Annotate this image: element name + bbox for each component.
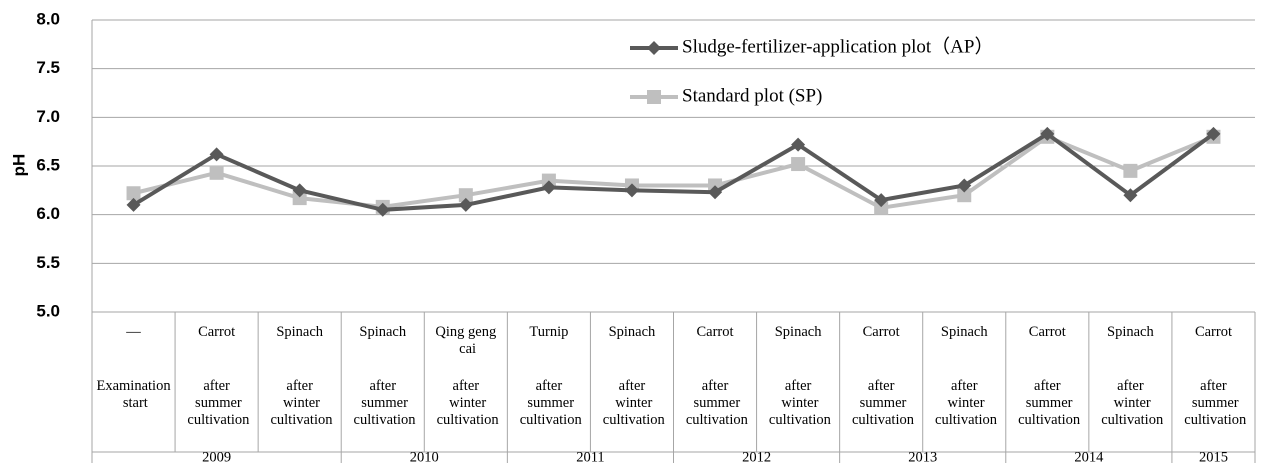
point	[1123, 188, 1138, 203]
year-label: 2010	[410, 449, 439, 463]
stage-label: after summer cultivation	[516, 378, 582, 428]
year-label: 2009	[202, 449, 231, 463]
y-tick-label: 7.5	[36, 58, 60, 77]
x-tick-label: Qing geng cai	[435, 324, 496, 357]
point	[1123, 163, 1138, 178]
x-tick-label: Spinach	[359, 324, 406, 340]
point	[126, 186, 141, 201]
stage-label: after summer cultivation	[350, 378, 416, 428]
stage-label: after winter cultivation	[765, 378, 831, 428]
legend-label: Sludge-fertilizer-application plot（AP）	[682, 35, 993, 57]
x-tick-label: Carrot	[697, 324, 734, 340]
legend-marker	[647, 41, 661, 55]
point	[458, 197, 473, 212]
stage-label: after summer cultivation	[682, 378, 748, 428]
legend-label: Standard plot (SP)	[682, 85, 822, 106]
point	[1206, 126, 1221, 141]
series-line	[132, 131, 1215, 212]
point	[209, 147, 224, 162]
point	[458, 188, 473, 203]
point	[1040, 126, 1055, 141]
point	[375, 202, 390, 217]
stage-label: after winter cultivation	[433, 378, 499, 428]
point	[708, 185, 723, 200]
x-tick-label: Carrot	[863, 324, 900, 340]
point	[791, 157, 806, 172]
x-tick-label: Spinach	[941, 324, 988, 340]
point	[957, 188, 972, 203]
stage-label: after summer cultivation	[1015, 378, 1081, 428]
stage-label: after winter cultivation	[931, 378, 997, 428]
x-tick-label: Carrot	[198, 324, 235, 340]
point	[126, 197, 141, 212]
x-tick-label: Carrot	[1029, 324, 1066, 340]
year-label: 2014	[1074, 449, 1104, 463]
y-tick-label: 8.0	[36, 9, 60, 28]
y-axis-label: pH	[9, 154, 28, 177]
stage-label: after winter cultivation	[599, 378, 665, 428]
x-tick-label: Spinach	[276, 324, 323, 340]
point	[541, 180, 556, 195]
point	[791, 137, 806, 152]
year-label: 2013	[908, 449, 937, 463]
x-tick-label: Spinach	[775, 324, 822, 340]
x-tick-label: —	[125, 324, 141, 340]
year-label: 2011	[576, 449, 604, 463]
y-tick-label: 7.0	[36, 107, 60, 126]
point	[209, 165, 224, 180]
point	[292, 191, 307, 206]
stage-label: after winter cultivation	[1098, 378, 1164, 428]
point	[874, 200, 889, 215]
x-tick-label: Spinach	[609, 324, 656, 340]
point	[624, 183, 639, 198]
x-tick-label: Carrot	[1195, 324, 1232, 340]
stage-label: Examination start	[96, 378, 171, 411]
y-tick-label: 6.5	[36, 155, 60, 174]
point	[957, 178, 972, 193]
x-tick-label: Turnip	[529, 324, 568, 340]
stage-label: after winter cultivation	[267, 378, 333, 428]
y-tick-label: 5.5	[36, 253, 60, 272]
point	[292, 183, 307, 198]
point	[874, 193, 889, 208]
year-label: 2012	[742, 449, 771, 463]
stage-label: after summer cultivation	[184, 378, 250, 428]
stage-label: after summer cultivation	[1181, 378, 1247, 428]
legend-marker	[647, 90, 661, 104]
stage-label: after summer cultivation	[848, 378, 914, 428]
y-tick-label: 6.0	[36, 204, 60, 223]
series-line	[133, 134, 1215, 210]
year-label: 2015	[1199, 449, 1228, 463]
x-tick-label: Spinach	[1107, 324, 1154, 340]
y-tick-label: 5.0	[36, 301, 60, 320]
